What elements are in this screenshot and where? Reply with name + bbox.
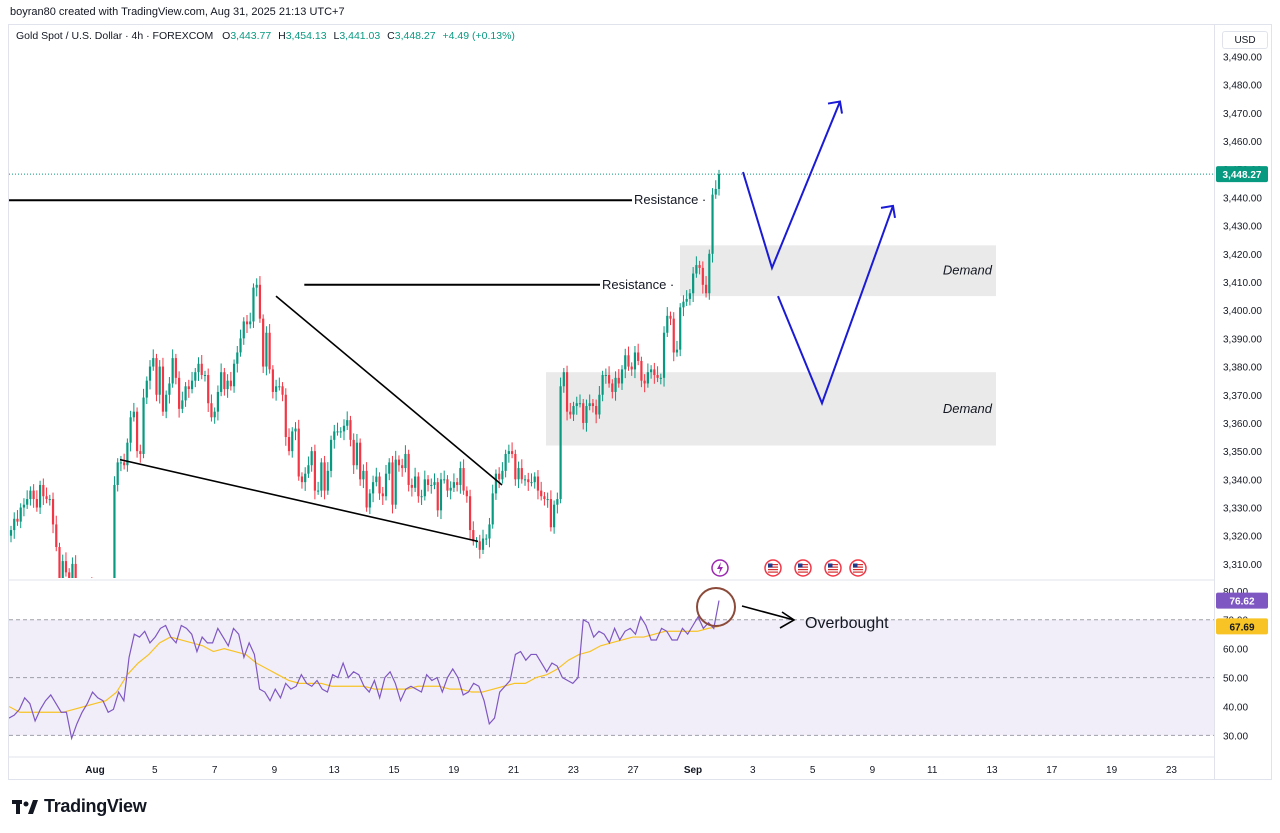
chart-frame	[8, 24, 1215, 780]
open-label: O	[222, 30, 231, 42]
symbol-legend: Gold Spot / U.S. Dollar · 4h · FOREXCOM …	[16, 30, 515, 42]
low-value: 3,441.03	[339, 30, 381, 42]
high-label: H	[278, 30, 286, 42]
price-scale-frame	[1214, 24, 1272, 780]
high-value: 3,454.13	[285, 30, 327, 42]
change-value: +4.49 (+0.13%)	[442, 30, 515, 42]
brand-name: TradingView	[44, 796, 147, 816]
symbol-name: Gold Spot / U.S. Dollar · 4h · FOREXCOM	[16, 30, 214, 42]
chart-credit: boyran80 created with TradingView.com, A…	[10, 6, 345, 18]
close-label: C	[387, 30, 395, 42]
currency-button[interactable]: USD	[1222, 31, 1268, 49]
close-value: 3,448.27	[394, 30, 436, 42]
tradingview-logo-icon	[12, 799, 38, 814]
tradingview-logo: TradingView	[12, 796, 147, 817]
low-label: L	[333, 30, 340, 42]
open-value: 3,443.77	[230, 30, 272, 42]
